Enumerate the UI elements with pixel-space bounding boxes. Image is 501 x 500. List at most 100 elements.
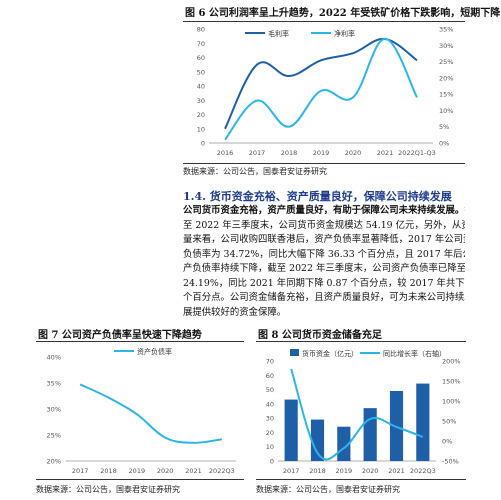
left-axis-tick: 50 <box>266 386 274 394</box>
right-axis-tick: 200% <box>442 358 461 366</box>
bar <box>284 399 298 461</box>
left-axis-tick: 60 <box>266 372 274 380</box>
right-axis-tick: 100% <box>442 398 461 406</box>
section-heading: 1.4. 货币资金充裕、资产质量良好，保障公司持续发展 <box>183 190 452 203</box>
right-axis-tick: 0% <box>439 140 449 148</box>
x-axis-tick: 2017 <box>249 149 266 157</box>
legend-series-2-label: 同比增长率（右轴） <box>383 349 446 358</box>
left-axis-tick: 70 <box>197 40 205 48</box>
x-axis-tick: 2017 <box>283 467 300 475</box>
right-axis-tick: 5% <box>439 123 449 131</box>
x-axis-tick: 2021 <box>377 149 394 157</box>
x-axis-tick: 2020 <box>157 467 174 475</box>
left-axis-tick: 0 <box>270 458 274 466</box>
figure8-source: 数据来源：公司公告，国泰君安证券研究 <box>256 485 400 494</box>
figure6-top-rule <box>183 21 465 22</box>
x-axis-tick: 2022Q3 <box>410 467 436 475</box>
x-axis-tick: 2020 <box>362 467 379 475</box>
right-axis-tick: 20% <box>439 74 453 82</box>
right-axis-tick: 50% <box>442 418 456 426</box>
paragraph-lead: 公司货币资金充裕，资产质量良好，有助于保障公司未来持续发展。 <box>183 205 465 216</box>
legend-series-1-label: 毛利率 <box>268 29 289 38</box>
legend-series-1-swatch <box>290 349 299 356</box>
y-axis-tick: 25% <box>47 432 61 440</box>
x-axis-tick: 2018 <box>100 467 117 475</box>
figure8-svg: 0 10 20 30 40 50 60 70 -50% 0% 50% 100% 150% 200% 2017… <box>266 349 461 475</box>
series-line-2 <box>224 37 418 141</box>
bar <box>337 426 351 461</box>
right-axis-tick: 0% <box>442 438 452 446</box>
figure8-chart: 0 10 20 30 40 50 60 70 -50% 0% 50% 100% 150% 200% 2017… <box>256 343 466 479</box>
left-axis-tick: 60 <box>197 54 205 62</box>
figure8-title: 图 8 公司货币资金储备充足 <box>258 330 382 341</box>
y-axis-tick: 40% <box>47 354 61 362</box>
left-axis-tick: 50 <box>197 68 205 76</box>
left-axis-tick: 0 <box>201 140 205 148</box>
left-axis-tick: 10 <box>197 125 205 133</box>
left-axis-tick: 20 <box>266 429 274 437</box>
figure6-source: 数据来源：公司公告，国泰君安证券研究 <box>183 167 327 176</box>
y-axis-tick: 20% <box>47 458 61 466</box>
right-axis-tick: 35% <box>439 26 453 34</box>
left-axis-tick: 70 <box>266 358 274 366</box>
x-axis-tick: 2017 <box>72 467 89 475</box>
x-axis-tick: 2019 <box>129 467 146 475</box>
paragraph-line: 24.19%，同比 2021 年同期下降 0.87 个百分点，较 2017 年共… <box>183 277 465 289</box>
paragraph-line: 公司货币资金充裕，资产质量良好，有助于保障公司未来持续发展。截 <box>183 204 465 219</box>
x-axis-tick: 2018 <box>309 467 326 475</box>
figure7-chart: 20% 25% 30% 35% 40% 2017 2018 2019 2020 2021 2022Q… <box>36 343 244 479</box>
bar <box>310 419 325 461</box>
paragraph-line: 产负债率持续下降，截至 2022 年三季度末，公司资产负债率已降至 <box>183 263 465 274</box>
figure6-bottom-rule <box>183 163 465 164</box>
figure7-source: 数据来源：公司公告，国泰君安证券研究 <box>36 485 180 494</box>
right-axis-tick: 10% <box>439 107 453 115</box>
series-line-1 <box>224 37 418 130</box>
paragraph-line: 量来看，公司收购四联香港后，资产负债率显著降低，2017 年公司资产 <box>183 234 465 245</box>
left-axis-tick: 30 <box>197 97 205 105</box>
right-axis-tick: 150% <box>442 378 461 386</box>
y-axis-tick: 35% <box>47 380 61 388</box>
paragraph-line: 展提供较好的资金保障。 <box>183 306 287 318</box>
figure8-bottom-rule <box>256 479 466 480</box>
left-axis-tick: 10 <box>266 443 274 451</box>
left-axis-tick: 30 <box>266 415 274 423</box>
paragraph-line: 负债率为 34.72%，同比大幅下降 36.33 个百分点，且 2017 年后公… <box>183 248 465 260</box>
legend-series-1-label: 货币资金（亿元） <box>302 349 358 358</box>
figure6-chart: 0 10 20 30 40 50 60 70 80 0% 5% 10% 15% 20% 25% 30% 35% 2… <box>183 23 465 163</box>
x-axis-tick: 2019 <box>336 467 353 475</box>
figure6-svg: 0 10 20 30 40 50 60 70 80 0% 5% 10% 15% 20% 25% 30% 35% 2… <box>197 26 454 158</box>
series-line-1 <box>79 383 222 444</box>
figure7-svg: 20% 25% 30% 35% 40% 2017 2018 2019 2020 2021 2022Q… <box>47 347 236 475</box>
paragraph-line-text: 截 <box>464 205 465 216</box>
figure7-title: 图 7 公司资产负债率呈快速下降趋势 <box>38 330 202 341</box>
legend-series-1-label: 资产负债率 <box>137 347 172 356</box>
figure7-bottom-rule <box>36 479 244 480</box>
paragraph-line: 至 2022 年三季度末，公司货币资金规模达 54.19 亿元，另外，从资产质 <box>183 219 465 231</box>
y-axis-tick: 30% <box>47 406 61 414</box>
right-axis-tick: 25% <box>439 58 453 66</box>
right-axis-tick: 30% <box>439 42 453 50</box>
figure8-top-rule <box>256 341 466 342</box>
series-line-growth <box>290 368 424 461</box>
legend-series-2-label: 净利率 <box>334 29 355 38</box>
x-axis-tick: 2022Q1-Q3 <box>398 149 436 157</box>
x-axis-tick: 2020 <box>345 149 362 157</box>
x-axis-tick: 2021 <box>388 467 405 475</box>
x-axis-tick: 2018 <box>281 149 298 157</box>
section-paragraph: 公司货币资金充裕，资产质量良好，有助于保障公司未来持续发展。截 至 2022 年… <box>183 204 465 320</box>
x-axis-tick: 2021 <box>185 467 202 475</box>
paragraph-line: 个百分点。公司资金储备充裕，且资产质量良好，可为未来公司持续发 <box>183 292 465 303</box>
bar <box>363 408 377 461</box>
left-axis-tick: 40 <box>197 83 205 91</box>
left-axis-tick: 80 <box>197 26 205 34</box>
x-axis-tick: 2022Q3 <box>209 467 235 475</box>
x-axis-tick: 2016 <box>217 149 234 157</box>
right-axis-tick: -50% <box>442 458 459 466</box>
left-axis-tick: 40 <box>266 400 274 408</box>
bar <box>416 383 430 461</box>
figure7-top-rule <box>36 341 244 342</box>
figure6-title: 图 6 公司利润率呈上升趋势，2022 年受铁矿价格下跌影响，短期下降 <box>185 8 501 19</box>
left-axis-tick: 20 <box>197 111 205 119</box>
x-axis-tick: 2019 <box>313 149 330 157</box>
right-axis-tick: 15% <box>439 91 453 99</box>
